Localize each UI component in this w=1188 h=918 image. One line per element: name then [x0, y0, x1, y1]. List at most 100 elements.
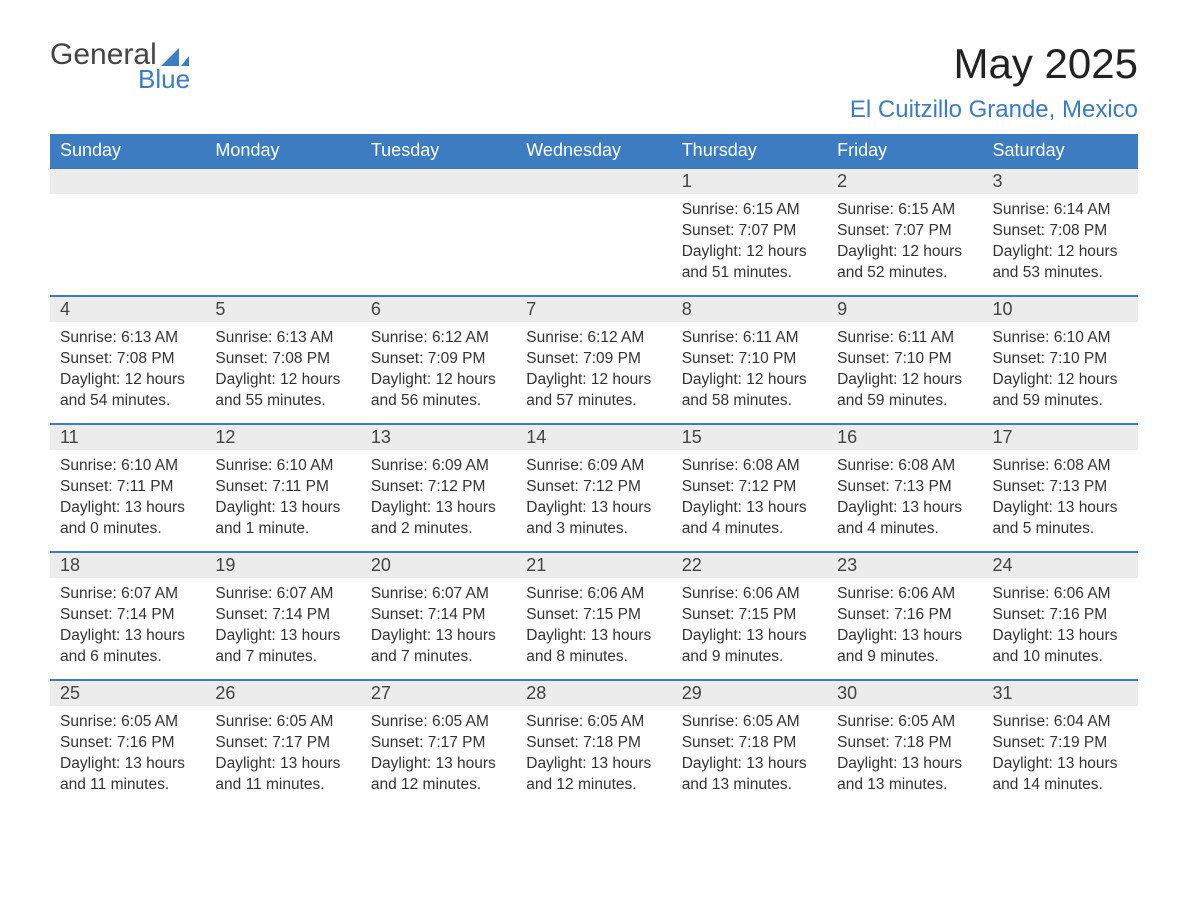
- calendar-day-cell: 13Sunrise: 6:09 AMSunset: 7:12 PMDayligh…: [361, 424, 516, 552]
- location-subtitle: El Cuitzillo Grande, Mexico: [850, 96, 1138, 124]
- calendar-page: General Blue May 2025 El Cuitzillo Grand…: [0, 0, 1188, 828]
- day-number: 9: [827, 297, 982, 322]
- calendar-day-cell: .: [361, 168, 516, 296]
- day-number: 13: [361, 425, 516, 450]
- sunset-text: Sunset: 7:17 PM: [215, 733, 350, 754]
- daylight-text: Daylight: 13 hours and 4 minutes.: [682, 498, 817, 540]
- daylight-text: Daylight: 13 hours and 13 minutes.: [837, 754, 972, 796]
- sunset-text: Sunset: 7:10 PM: [837, 349, 972, 370]
- day-details: Sunrise: 6:08 AMSunset: 7:12 PMDaylight:…: [672, 450, 827, 544]
- sunset-text: Sunset: 7:09 PM: [526, 349, 661, 370]
- calendar-day-cell: 10Sunrise: 6:10 AMSunset: 7:10 PMDayligh…: [983, 296, 1138, 424]
- day-details: Sunrise: 6:15 AMSunset: 7:07 PMDaylight:…: [827, 194, 982, 288]
- sunset-text: Sunset: 7:14 PM: [371, 605, 506, 626]
- day-number: 24: [983, 553, 1138, 578]
- sunrise-text: Sunrise: 6:06 AM: [837, 584, 972, 605]
- sunset-text: Sunset: 7:18 PM: [526, 733, 661, 754]
- calendar-day-cell: 15Sunrise: 6:08 AMSunset: 7:12 PMDayligh…: [672, 424, 827, 552]
- weekday-header: Wednesday: [516, 134, 671, 168]
- sunrise-text: Sunrise: 6:04 AM: [993, 712, 1128, 733]
- page-header: General Blue May 2025 El Cuitzillo Grand…: [50, 40, 1138, 124]
- sunset-text: Sunset: 7:12 PM: [526, 477, 661, 498]
- calendar-day-cell: 1Sunrise: 6:15 AMSunset: 7:07 PMDaylight…: [672, 168, 827, 296]
- day-details: Sunrise: 6:05 AMSunset: 7:17 PMDaylight:…: [205, 706, 360, 800]
- sunrise-text: Sunrise: 6:12 AM: [371, 328, 506, 349]
- calendar-day-cell: 8Sunrise: 6:11 AMSunset: 7:10 PMDaylight…: [672, 296, 827, 424]
- sunset-text: Sunset: 7:10 PM: [993, 349, 1128, 370]
- sunrise-text: Sunrise: 6:10 AM: [215, 456, 350, 477]
- sunrise-text: Sunrise: 6:10 AM: [993, 328, 1128, 349]
- day-details: Sunrise: 6:09 AMSunset: 7:12 PMDaylight:…: [361, 450, 516, 544]
- day-number: 31: [983, 681, 1138, 706]
- day-details: Sunrise: 6:09 AMSunset: 7:12 PMDaylight:…: [516, 450, 671, 544]
- calendar-day-cell: 28Sunrise: 6:05 AMSunset: 7:18 PMDayligh…: [516, 680, 671, 808]
- sunset-text: Sunset: 7:14 PM: [215, 605, 350, 626]
- day-details: Sunrise: 6:15 AMSunset: 7:07 PMDaylight:…: [672, 194, 827, 288]
- day-number: 15: [672, 425, 827, 450]
- weekday-header: Thursday: [672, 134, 827, 168]
- sunset-text: Sunset: 7:07 PM: [837, 221, 972, 242]
- day-number: 5: [205, 297, 360, 322]
- calendar-day-cell: 27Sunrise: 6:05 AMSunset: 7:17 PMDayligh…: [361, 680, 516, 808]
- sunset-text: Sunset: 7:15 PM: [526, 605, 661, 626]
- day-number: 22: [672, 553, 827, 578]
- daylight-text: Daylight: 13 hours and 2 minutes.: [371, 498, 506, 540]
- sunrise-text: Sunrise: 6:05 AM: [526, 712, 661, 733]
- day-number: 28: [516, 681, 671, 706]
- calendar-day-cell: 6Sunrise: 6:12 AMSunset: 7:09 PMDaylight…: [361, 296, 516, 424]
- calendar-day-cell: .: [50, 168, 205, 296]
- calendar-day-cell: 25Sunrise: 6:05 AMSunset: 7:16 PMDayligh…: [50, 680, 205, 808]
- calendar-week-row: 18Sunrise: 6:07 AMSunset: 7:14 PMDayligh…: [50, 552, 1138, 680]
- day-details: Sunrise: 6:13 AMSunset: 7:08 PMDaylight:…: [50, 322, 205, 416]
- sunset-text: Sunset: 7:13 PM: [993, 477, 1128, 498]
- calendar-day-cell: 2Sunrise: 6:15 AMSunset: 7:07 PMDaylight…: [827, 168, 982, 296]
- sunrise-text: Sunrise: 6:05 AM: [837, 712, 972, 733]
- day-details: Sunrise: 6:07 AMSunset: 7:14 PMDaylight:…: [50, 578, 205, 672]
- sunrise-text: Sunrise: 6:13 AM: [215, 328, 350, 349]
- calendar-week-row: 25Sunrise: 6:05 AMSunset: 7:16 PMDayligh…: [50, 680, 1138, 808]
- daylight-text: Daylight: 13 hours and 6 minutes.: [60, 626, 195, 668]
- calendar-day-cell: 30Sunrise: 6:05 AMSunset: 7:18 PMDayligh…: [827, 680, 982, 808]
- sunrise-text: Sunrise: 6:10 AM: [60, 456, 195, 477]
- sunset-text: Sunset: 7:19 PM: [993, 733, 1128, 754]
- calendar-day-cell: 18Sunrise: 6:07 AMSunset: 7:14 PMDayligh…: [50, 552, 205, 680]
- day-number: 26: [205, 681, 360, 706]
- sunrise-text: Sunrise: 6:05 AM: [215, 712, 350, 733]
- weekday-header-row: SundayMondayTuesdayWednesdayThursdayFrid…: [50, 134, 1138, 168]
- day-details: Sunrise: 6:05 AMSunset: 7:18 PMDaylight:…: [672, 706, 827, 800]
- day-details: Sunrise: 6:11 AMSunset: 7:10 PMDaylight:…: [827, 322, 982, 416]
- daylight-text: Daylight: 12 hours and 56 minutes.: [371, 370, 506, 412]
- sunset-text: Sunset: 7:16 PM: [837, 605, 972, 626]
- daylight-text: Daylight: 13 hours and 10 minutes.: [993, 626, 1128, 668]
- calendar-day-cell: 4Sunrise: 6:13 AMSunset: 7:08 PMDaylight…: [50, 296, 205, 424]
- day-number: 12: [205, 425, 360, 450]
- sunset-text: Sunset: 7:10 PM: [682, 349, 817, 370]
- sunset-text: Sunset: 7:08 PM: [60, 349, 195, 370]
- day-details: Sunrise: 6:13 AMSunset: 7:08 PMDaylight:…: [205, 322, 360, 416]
- day-details: Sunrise: 6:06 AMSunset: 7:16 PMDaylight:…: [983, 578, 1138, 672]
- day-details: Sunrise: 6:07 AMSunset: 7:14 PMDaylight:…: [361, 578, 516, 672]
- day-number: 23: [827, 553, 982, 578]
- weekday-header: Sunday: [50, 134, 205, 168]
- day-details: Sunrise: 6:12 AMSunset: 7:09 PMDaylight:…: [361, 322, 516, 416]
- day-number: 25: [50, 681, 205, 706]
- daylight-text: Daylight: 12 hours and 58 minutes.: [682, 370, 817, 412]
- daylight-text: Daylight: 13 hours and 5 minutes.: [993, 498, 1128, 540]
- sunset-text: Sunset: 7:13 PM: [837, 477, 972, 498]
- day-details: Sunrise: 6:06 AMSunset: 7:15 PMDaylight:…: [516, 578, 671, 672]
- weekday-header: Saturday: [983, 134, 1138, 168]
- daylight-text: Daylight: 13 hours and 8 minutes.: [526, 626, 661, 668]
- day-number: .: [205, 169, 360, 194]
- daylight-text: Daylight: 13 hours and 11 minutes.: [215, 754, 350, 796]
- day-details: Sunrise: 6:07 AMSunset: 7:14 PMDaylight:…: [205, 578, 360, 672]
- sunrise-text: Sunrise: 6:15 AM: [682, 200, 817, 221]
- calendar-day-cell: 7Sunrise: 6:12 AMSunset: 7:09 PMDaylight…: [516, 296, 671, 424]
- daylight-text: Daylight: 12 hours and 57 minutes.: [526, 370, 661, 412]
- calendar-week-row: 11Sunrise: 6:10 AMSunset: 7:11 PMDayligh…: [50, 424, 1138, 552]
- sunset-text: Sunset: 7:16 PM: [993, 605, 1128, 626]
- logo-text-blue: Blue: [138, 66, 190, 92]
- day-number: 1: [672, 169, 827, 194]
- day-number: 16: [827, 425, 982, 450]
- sunrise-text: Sunrise: 6:15 AM: [837, 200, 972, 221]
- sunset-text: Sunset: 7:08 PM: [993, 221, 1128, 242]
